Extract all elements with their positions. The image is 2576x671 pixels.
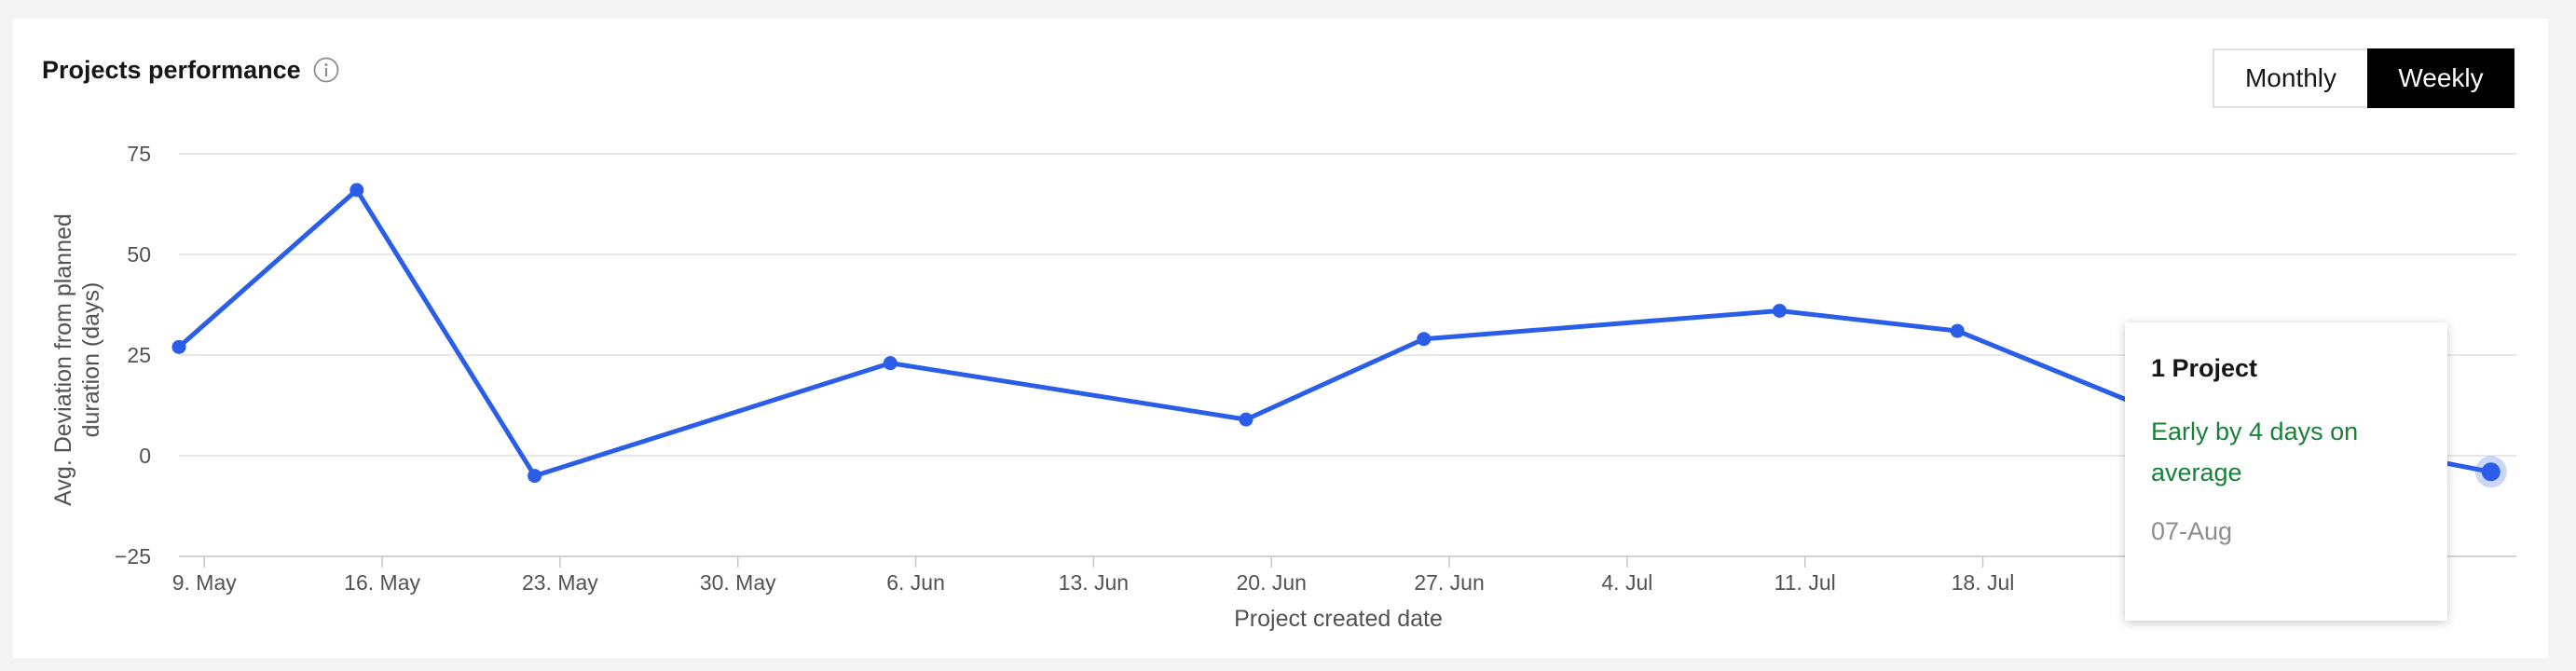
y-tick-label: 25 bbox=[127, 343, 151, 367]
period-toggle: Monthly Weekly bbox=[2213, 48, 2514, 108]
series-line bbox=[176, 187, 2494, 479]
y-tick-label: 0 bbox=[139, 444, 151, 468]
y-axis-label-line-1: Avg. Deviation from planned bbox=[50, 213, 76, 506]
x-tick-label: 9. May bbox=[172, 570, 238, 595]
y-axis-label: Avg. Deviation from planned duration (day… bbox=[50, 213, 104, 506]
data-point bbox=[1417, 332, 1432, 347]
y-axis-label-line-2: duration (days) bbox=[78, 282, 104, 438]
x-tick-label: 16. May bbox=[344, 570, 420, 595]
monthly-button[interactable]: Monthly bbox=[2213, 48, 2367, 108]
x-tick-label: 23. May bbox=[522, 570, 598, 595]
data-point bbox=[883, 356, 897, 371]
x-axis-label: Project created date bbox=[1234, 606, 1443, 632]
data-point bbox=[1772, 303, 1787, 318]
x-tick-label: 11. Jul bbox=[1774, 570, 1836, 595]
x-tick-label: 20. Jun bbox=[1236, 570, 1306, 595]
tooltip-date: 07-Aug bbox=[2151, 517, 2233, 545]
chart-title: Projects performance bbox=[42, 56, 301, 84]
x-tick-label: 18. Jul bbox=[1952, 570, 2015, 595]
data-point bbox=[528, 469, 542, 484]
tooltip-status: Early by 4 days on average bbox=[2151, 418, 2359, 486]
data-point bbox=[1239, 412, 1254, 427]
x-tick-label: 30. May bbox=[700, 570, 776, 595]
y-tick-label: 50 bbox=[127, 242, 151, 267]
x-tick-label: 13. Jun bbox=[1059, 570, 1129, 595]
x-tick-label: 4. Jul bbox=[1601, 570, 1652, 595]
chart-tooltip: 1 Project Early by 4 days on average 07-… bbox=[2125, 322, 2447, 621]
x-tick-label: 27. Jun bbox=[1414, 570, 1484, 595]
y-tick-label: −25 bbox=[115, 544, 151, 568]
data-point bbox=[1950, 323, 1965, 338]
highlighted-data-point bbox=[2481, 462, 2501, 482]
tooltip-title: 1 Project bbox=[2151, 354, 2258, 382]
data-point bbox=[349, 183, 364, 198]
x-tick-label: 6. Jun bbox=[886, 570, 945, 595]
data-point bbox=[171, 339, 186, 354]
weekly-button[interactable]: Weekly bbox=[2367, 48, 2514, 108]
info-icon[interactable] bbox=[312, 56, 340, 84]
y-tick-label: 75 bbox=[127, 142, 151, 166]
